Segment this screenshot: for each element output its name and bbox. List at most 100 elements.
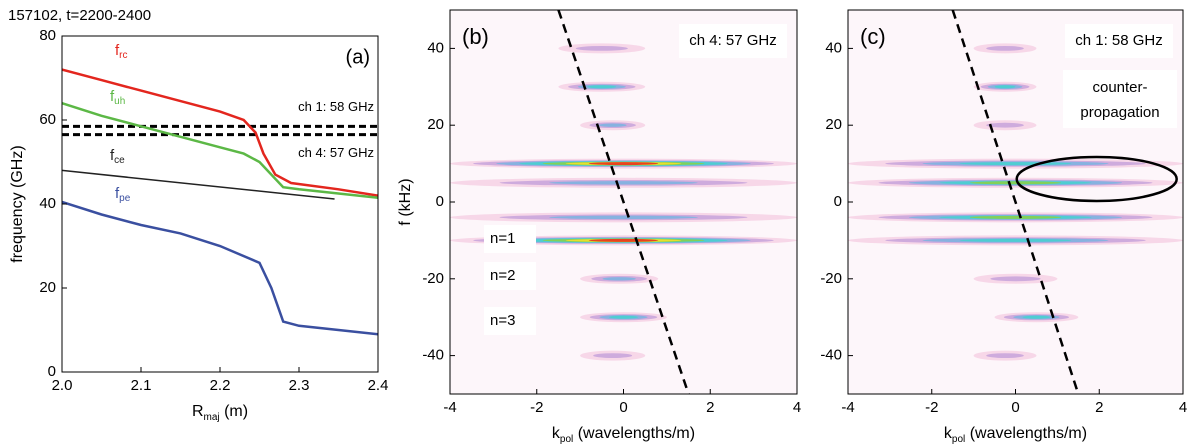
label-sub: pol (560, 434, 573, 445)
spectral-band (969, 181, 1062, 185)
series-name: f (110, 88, 115, 105)
dispersion-line (557, 10, 690, 394)
spectral-band (598, 123, 627, 127)
series-label: fce (110, 147, 125, 166)
y-tick-label: -40 (422, 347, 444, 364)
y-tick-label: 0 (48, 363, 56, 380)
channel-label: ch 1: 58 GHz (298, 99, 374, 114)
label-main: k (944, 425, 953, 442)
x-tick-label: -2 (925, 399, 938, 416)
annotation-bg (1063, 70, 1177, 128)
series-label: frc (115, 42, 128, 61)
x-tick-label: 0 (619, 399, 627, 416)
y-tick-label: -20 (820, 270, 842, 287)
spectral-band (588, 238, 659, 242)
x-tick-label: 4 (793, 399, 801, 416)
spectral-band (587, 85, 617, 89)
channel-box (679, 24, 787, 58)
spectral-band (602, 277, 636, 281)
spectral-band (986, 46, 1024, 51)
annotation: counter- (1092, 79, 1147, 96)
label-rest: (wavelengths/m) (965, 425, 1087, 442)
x-tick-label: 2.1 (131, 377, 152, 394)
panel-label: (a) (346, 46, 370, 68)
plot-area (848, 10, 1183, 394)
channel-label: ch 4: 57 GHz (689, 32, 777, 49)
y-tick-label: -20 (422, 270, 444, 287)
plot-frame (61, 35, 379, 373)
y-tick-label: 20 (39, 279, 56, 296)
label-rest: (m) (220, 403, 248, 420)
y-axis-label: f (kHz) (397, 178, 414, 225)
spectral-band (959, 162, 1072, 166)
y-tick-label: 60 (39, 111, 56, 128)
series-name: f (110, 147, 115, 164)
x-tick-label: 2.3 (289, 377, 310, 394)
dispersion-line (951, 10, 1080, 394)
spectral-band (986, 122, 1024, 128)
spectral-band (609, 315, 638, 319)
x-tick-label: 2 (1095, 399, 1103, 416)
series-name: f (115, 42, 120, 59)
plot-area (62, 68, 378, 336)
annotation-bg (484, 307, 536, 335)
series-label: fpe (115, 185, 131, 204)
y-tick-label: 40 (825, 39, 842, 56)
series-line (62, 102, 378, 199)
series-line (62, 68, 378, 197)
panel-label: (b) (462, 24, 489, 49)
y-tick-label: 40 (427, 39, 444, 56)
series-sub: rc (119, 50, 127, 61)
spectral-band (990, 276, 1041, 282)
series-sub: uh (114, 96, 125, 107)
y-tick-label: 40 (39, 195, 56, 212)
x-tick-label: -4 (443, 399, 456, 416)
label-sub: maj (204, 412, 220, 423)
x-tick-label: 2.4 (368, 377, 389, 394)
axis-label: kpol (wavelengths/m) (944, 425, 1087, 444)
y-tick-label: -40 (820, 347, 842, 364)
annotation: n=1 (490, 230, 515, 247)
spectral-band (588, 162, 659, 166)
y-tick-label: 80 (39, 27, 56, 44)
y-axis-label: frequency (GHz) (9, 145, 26, 262)
label-main: R (192, 403, 204, 420)
spectral-band (575, 46, 628, 51)
axis-label: kpol (wavelengths/m) (552, 425, 695, 444)
spectral-band (549, 215, 698, 220)
series-sub: ce (114, 155, 125, 166)
spectral-band (986, 353, 1024, 358)
spectral-band (959, 238, 1072, 242)
x-tick-label: 2.0 (52, 377, 73, 394)
x-tick-label: 0 (1011, 399, 1019, 416)
series-sub: pe (119, 192, 131, 203)
series-line (62, 169, 335, 200)
series-label: fuh (110, 88, 125, 107)
spectral-band (549, 181, 698, 185)
channel-label: ch 4: 57 GHz (298, 145, 374, 160)
annotation: propagation (1080, 104, 1159, 121)
panel-label: (c) (860, 24, 886, 49)
x-tick-label: -4 (841, 399, 854, 416)
annotation: n=3 (490, 312, 515, 329)
label-main: k (552, 425, 561, 442)
series-line (62, 200, 378, 336)
x-tick-label: 2 (706, 399, 714, 416)
y-tick-label: 0 (834, 193, 842, 210)
label-sub: pol (952, 434, 965, 445)
x-tick-label: 2.2 (210, 377, 231, 394)
annotation: n=2 (490, 267, 515, 284)
annotation-bg (484, 225, 536, 253)
series-name: f (115, 185, 120, 202)
axis-label: Rmaj (m) (192, 403, 248, 422)
spectral-band (969, 215, 1062, 219)
channel-label: ch 1: 58 GHz (1075, 32, 1163, 49)
plot-area (450, 10, 797, 394)
x-tick-label: 4 (1179, 399, 1187, 416)
y-tick-label: 20 (427, 116, 444, 133)
chart-title: 157102, t=2200-2400 (8, 7, 151, 24)
highlight-ellipse (1015, 155, 1178, 203)
label-rest: (wavelengths/m) (573, 425, 695, 442)
y-tick-label: 20 (825, 116, 842, 133)
